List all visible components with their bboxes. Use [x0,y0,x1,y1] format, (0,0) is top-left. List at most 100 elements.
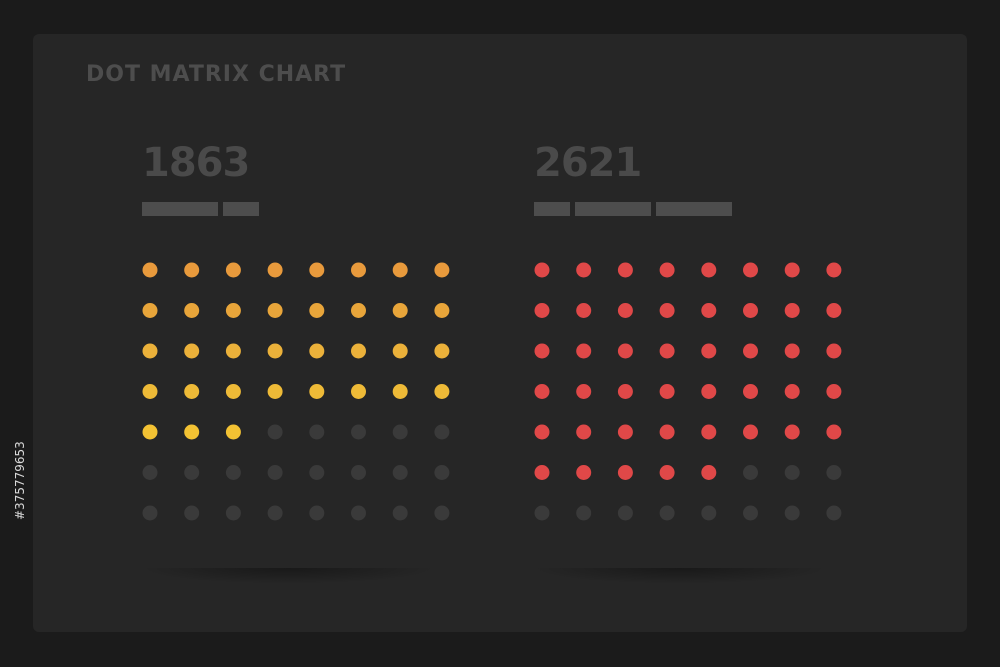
filled-dot [701,384,717,399]
filled-dot [701,424,717,440]
filled-dot [351,343,366,359]
filled-dot [576,384,592,399]
filled-dot [392,384,408,399]
filled-dot [434,343,450,359]
filled-dot [659,343,675,359]
filled-dot [267,343,283,359]
empty-dot [267,505,283,521]
filled-dot [225,424,241,440]
filled-dot [309,343,325,359]
filled-dot [434,262,450,278]
empty-dot [309,465,325,480]
filled-dot [534,465,550,480]
filled-dot [784,262,800,278]
filled-dot [784,303,800,318]
filled-dot [142,303,158,318]
panel-shadow [138,568,438,584]
filled-dot [434,303,450,318]
filled-dot [142,424,158,440]
filled-dot [659,465,675,480]
empty-dot [267,465,283,480]
filled-dot [743,384,758,399]
dot-matrix-svg [534,262,842,521]
filled-dot [351,303,366,318]
filled-dot [225,343,241,359]
label-placeholder-bar [142,202,218,216]
filled-dot [743,303,758,318]
dot-matrix-panel-1: 1863 [140,140,470,580]
filled-dot [225,384,241,399]
filled-dot [309,384,325,399]
filled-dot [534,384,550,399]
side-id-text: #375779653 [13,441,27,520]
empty-dot [534,505,550,521]
empty-dot [659,505,675,521]
filled-dot [534,343,550,359]
filled-dot [701,465,717,480]
empty-dot [351,465,366,480]
filled-dot [225,303,241,318]
filled-dot [701,343,717,359]
filled-dot [576,343,592,359]
filled-dot [351,262,366,278]
empty-dot [784,505,800,521]
empty-dot [826,465,842,480]
filled-dot [434,384,450,399]
empty-dot [225,505,241,521]
dot-grid-2 [532,260,862,530]
filled-dot [826,384,842,399]
empty-dot [392,505,408,521]
label-placeholder-bar [575,202,651,216]
empty-dot [743,505,758,521]
filled-dot [184,424,200,440]
dot-matrix-svg [142,262,450,521]
empty-dot [784,465,800,480]
filled-dot [309,303,325,318]
empty-dot [434,424,450,440]
filled-dot [617,303,633,318]
empty-dot [617,505,633,521]
empty-dot [142,465,158,480]
filled-dot [184,384,200,399]
label-placeholder-bar [534,202,570,216]
empty-dot [392,424,408,440]
empty-dot [434,465,450,480]
filled-dot [743,262,758,278]
empty-dot [142,505,158,521]
dot-grid-1 [140,260,470,530]
filled-dot [576,465,592,480]
filled-dot [576,424,592,440]
filled-dot [351,384,366,399]
empty-dot [309,424,325,440]
filled-dot [267,303,283,318]
empty-dot [826,505,842,521]
filled-dot [617,424,633,440]
total-value-2: 2621 [534,140,642,186]
filled-dot [534,303,550,318]
empty-dot [267,424,283,440]
filled-dot [142,384,158,399]
empty-dot [351,424,366,440]
filled-dot [267,384,283,399]
filled-dot [659,303,675,318]
filled-dot [659,424,675,440]
filled-dot [617,465,633,480]
filled-dot [534,424,550,440]
filled-dot [576,262,592,278]
dot-matrix-panel-2: 2621 [532,140,862,580]
empty-dot [701,505,717,521]
filled-dot [142,262,158,278]
empty-dot [576,505,592,521]
empty-dot [184,505,200,521]
empty-dot [392,465,408,480]
filled-dot [225,262,241,278]
filled-dot [184,262,200,278]
empty-dot [743,465,758,480]
empty-dot [309,505,325,521]
filled-dot [826,262,842,278]
filled-dot [701,262,717,278]
filled-dot [617,343,633,359]
filled-dot [184,303,200,318]
filled-dot [617,384,633,399]
panel-shadow [530,568,830,584]
